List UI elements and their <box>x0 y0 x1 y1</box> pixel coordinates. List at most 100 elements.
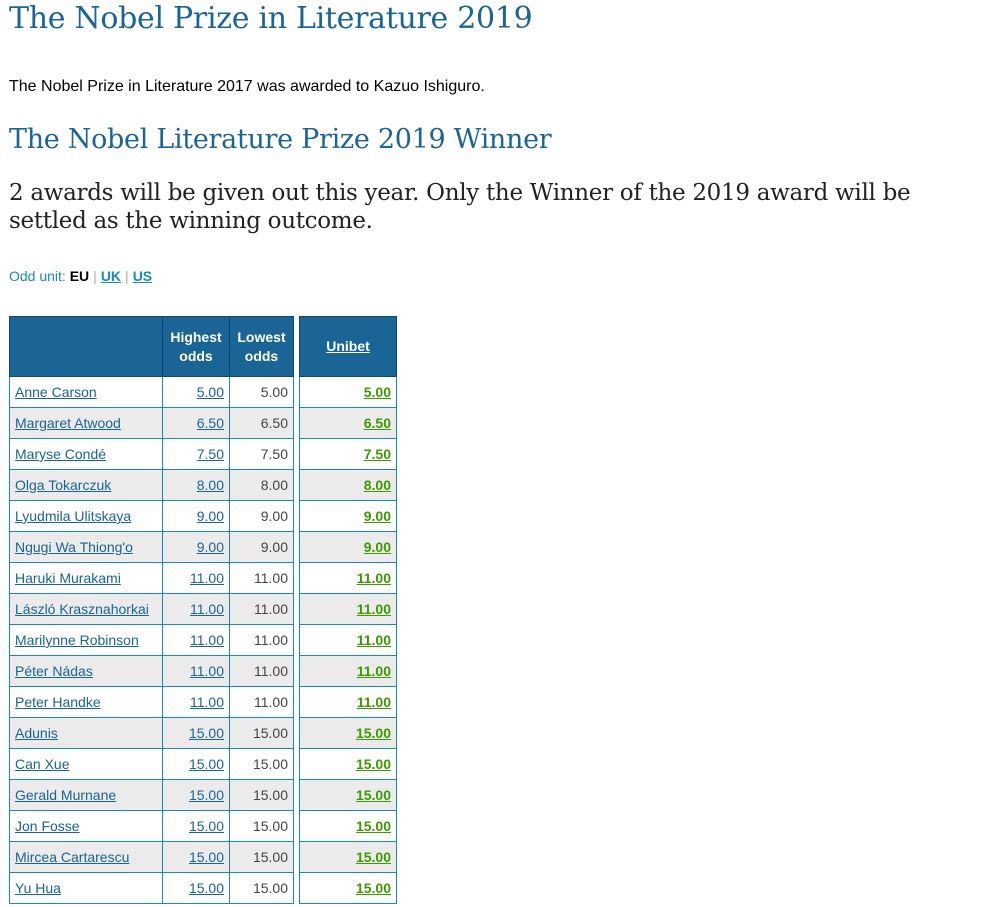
highest-odds-cell: 15.00 <box>162 872 230 904</box>
unibet-odds-link[interactable]: 15.00 <box>355 849 391 865</box>
unibet-odds-link[interactable]: 15.00 <box>355 880 391 896</box>
highest-odds-link[interactable]: 5.00 <box>196 384 224 400</box>
candidate-link[interactable]: Olga Tokarczuk <box>15 477 112 493</box>
highest-odds-link[interactable]: 9.00 <box>196 508 224 524</box>
unibet-odds-link[interactable]: 6.50 <box>363 415 391 431</box>
unibet-odds-link[interactable]: 15.00 <box>355 725 391 741</box>
lowest-odds-cell: 11.00 <box>229 686 294 718</box>
highest-odds-link[interactable]: 9.00 <box>196 539 224 555</box>
bookmaker-odds-cell: 15.00 <box>299 872 397 904</box>
candidate-link[interactable]: Anne Carson <box>15 384 97 400</box>
unibet-odds-link[interactable]: 8.00 <box>363 477 391 493</box>
candidate-cell: Jon Fosse <box>9 810 163 842</box>
bookmaker-odds-cell: 15.00 <box>299 779 397 811</box>
highest-odds-link[interactable]: 7.50 <box>196 446 224 462</box>
table-row: Maryse Condé 7.50 7.50 7.50 <box>9 438 397 470</box>
lowest-odds-cell: 8.00 <box>229 469 294 501</box>
candidate-link[interactable]: Yu Hua <box>15 880 61 896</box>
unibet-odds-link[interactable]: 11.00 <box>356 570 391 586</box>
highest-odds-link[interactable]: 15.00 <box>188 849 224 865</box>
header-lowest-odds: Lowest odds <box>229 316 294 377</box>
odd-unit-label: Odd unit: <box>9 268 66 284</box>
highest-odds-link[interactable]: 11.00 <box>190 694 224 710</box>
candidate-cell: Adunis <box>9 717 163 749</box>
unibet-odds-link[interactable]: 11.00 <box>356 601 391 617</box>
lowest-odds-cell: 6.50 <box>229 407 294 439</box>
highest-odds-cell: 7.50 <box>162 438 230 470</box>
unibet-odds-link[interactable]: 15.00 <box>355 787 391 803</box>
highest-odds-link[interactable]: 11.00 <box>190 632 224 648</box>
table-row: Yu Hua 15.00 15.00 15.00 <box>9 872 397 904</box>
unibet-odds-link[interactable]: 11.00 <box>356 663 391 679</box>
candidate-link[interactable]: Maryse Condé <box>15 446 107 462</box>
candidate-cell: Anne Carson <box>9 376 163 408</box>
table-row: Can Xue 15.00 15.00 15.00 <box>9 748 397 780</box>
gap-cell <box>293 376 300 408</box>
highest-odds-link[interactable]: 11.00 <box>190 601 224 617</box>
unibet-odds-link[interactable]: 9.00 <box>363 539 391 555</box>
candidate-link[interactable]: Péter Nádas <box>15 663 93 679</box>
table-header-row: Highest odds Lowest odds Unibet <box>9 316 397 377</box>
unibet-odds-link[interactable]: 9.00 <box>363 508 391 524</box>
lowest-odds-cell: 15.00 <box>229 810 294 842</box>
candidate-link[interactable]: Margaret Atwood <box>15 415 121 431</box>
bookmaker-odds-cell: 9.00 <box>299 531 397 563</box>
candidate-cell: László Krasznahorkai <box>9 593 163 625</box>
bookmaker-odds-cell: 15.00 <box>299 717 397 749</box>
gap-cell <box>293 438 300 470</box>
candidate-cell: Ngugi Wa Thiong'o <box>9 531 163 563</box>
unibet-odds-link[interactable]: 5.00 <box>363 384 391 400</box>
candidate-link[interactable]: Peter Handke <box>15 694 101 710</box>
highest-odds-link[interactable]: 15.00 <box>188 725 224 741</box>
candidate-cell: Mircea Cartarescu <box>9 841 163 873</box>
gap-cell <box>293 500 300 532</box>
unibet-odds-link[interactable]: 15.00 <box>355 818 391 834</box>
table-row: Gerald Murnane 15.00 15.00 15.00 <box>9 779 397 811</box>
lowest-odds-cell: 11.00 <box>229 562 294 594</box>
candidate-cell: Lyudmila Ulitskaya <box>9 500 163 532</box>
highest-odds-link[interactable]: 15.00 <box>188 787 224 803</box>
candidate-link[interactable]: László Krasznahorkai <box>15 601 149 617</box>
header-name <box>9 316 163 377</box>
table-row: Jon Fosse 15.00 15.00 15.00 <box>9 810 397 842</box>
highest-odds-link[interactable]: 11.00 <box>190 570 224 586</box>
highest-odds-link[interactable]: 11.00 <box>190 663 224 679</box>
candidate-link[interactable]: Lyudmila Ulitskaya <box>15 508 132 524</box>
highest-odds-link[interactable]: 15.00 <box>188 880 224 896</box>
candidate-link[interactable]: Adunis <box>15 725 58 741</box>
candidate-link[interactable]: Marilynne Robinson <box>15 632 139 648</box>
candidate-link[interactable]: Can Xue <box>15 756 70 772</box>
intro-text: The Nobel Prize in Literature 2017 was a… <box>9 78 485 95</box>
unibet-odds-link[interactable]: 15.00 <box>355 756 391 772</box>
candidate-link[interactable]: Gerald Murnane <box>15 787 117 803</box>
candidate-cell: Maryse Condé <box>9 438 163 470</box>
candidate-link[interactable]: Ngugi Wa Thiong'o <box>15 539 133 555</box>
unibet-link[interactable]: Unibet <box>326 338 370 354</box>
highest-odds-link[interactable]: 8.00 <box>196 477 224 493</box>
candidate-link[interactable]: Jon Fosse <box>15 818 80 834</box>
odd-unit-us-link[interactable]: US <box>132 268 153 284</box>
unibet-odds-link[interactable]: 11.00 <box>356 632 391 648</box>
candidate-cell: Péter Nádas <box>9 655 163 687</box>
gap-cell <box>293 779 300 811</box>
section-title: The Nobel Literature Prize 2019 Winner <box>9 124 552 155</box>
highest-odds-link[interactable]: 15.00 <box>188 818 224 834</box>
highest-odds-cell: 15.00 <box>162 810 230 842</box>
highest-odds-cell: 15.00 <box>162 748 230 780</box>
candidate-link[interactable]: Mircea Cartarescu <box>15 849 130 865</box>
odd-unit-uk-link[interactable]: UK <box>100 268 122 284</box>
candidate-link[interactable]: Haruki Murakami <box>15 570 121 586</box>
candidate-cell: Yu Hua <box>9 872 163 904</box>
highest-odds-cell: 15.00 <box>162 841 230 873</box>
unibet-odds-link[interactable]: 11.00 <box>356 694 391 710</box>
gap-cell <box>293 407 300 439</box>
highest-odds-link[interactable]: 15.00 <box>188 756 224 772</box>
highest-odds-cell: 11.00 <box>162 562 230 594</box>
gap-cell <box>293 531 300 563</box>
highest-odds-cell: 9.00 <box>162 500 230 532</box>
highest-odds-link[interactable]: 6.50 <box>196 415 224 431</box>
unibet-odds-link[interactable]: 7.50 <box>363 446 391 462</box>
bookmaker-odds-cell: 15.00 <box>299 841 397 873</box>
lowest-odds-cell: 11.00 <box>229 624 294 656</box>
gap-cell <box>293 593 300 625</box>
